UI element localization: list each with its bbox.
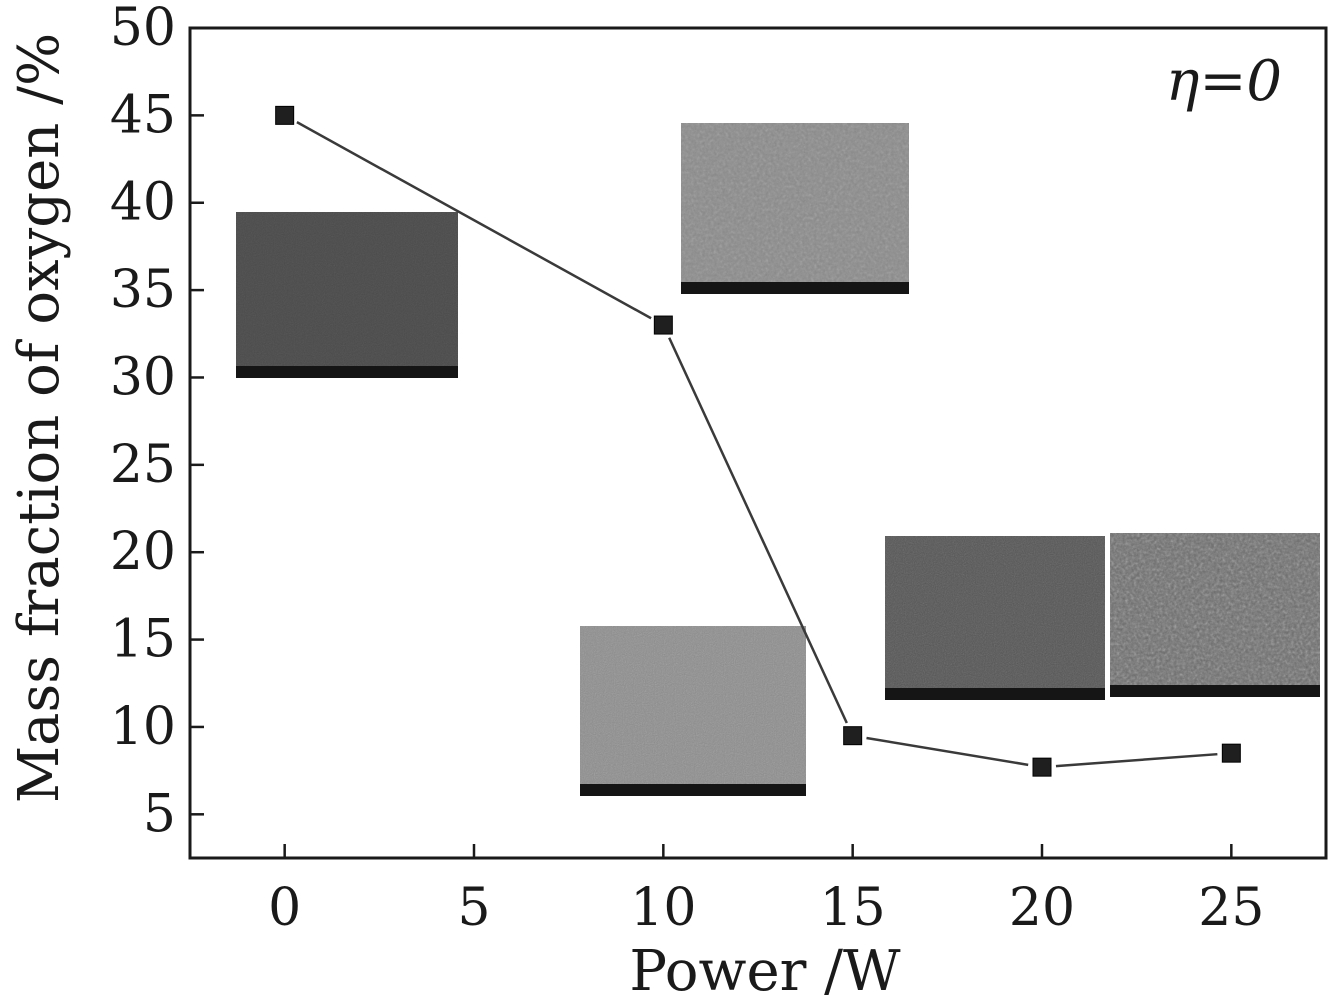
y-tick-label: 10 xyxy=(110,697,176,757)
series-line-segment xyxy=(866,736,1029,767)
y-axis: 5 10 15 20 25 30 35 40 45 50 xyxy=(110,0,204,844)
y-tick-label: 35 xyxy=(110,260,176,320)
y-tick-label: 25 xyxy=(110,435,176,495)
series-line-segment xyxy=(668,337,848,724)
y-tick-label: 20 xyxy=(110,522,176,582)
x-tick-label: 10 xyxy=(630,878,696,938)
data-point xyxy=(1221,743,1241,763)
data-point xyxy=(653,315,673,335)
y-tick-label: 45 xyxy=(110,85,176,145)
y-axis-title: Mass fraction of oxygen /% xyxy=(7,33,72,803)
x-tick-label: 5 xyxy=(457,878,490,938)
eta-annotation: η=0 xyxy=(1166,49,1282,114)
series-line-segment xyxy=(296,121,652,320)
data-point xyxy=(1032,757,1052,777)
x-axis: 0 5 10 15 20 25 xyxy=(268,844,1264,938)
y-tick-label: 15 xyxy=(110,610,176,670)
inset-sem-15w xyxy=(580,626,806,796)
x-tick-label: 20 xyxy=(1009,878,1075,938)
inset-sem-10w xyxy=(681,123,909,294)
x-tick-label: 15 xyxy=(820,878,886,938)
y-tick-label: 5 xyxy=(143,784,176,844)
data-point xyxy=(843,726,863,746)
x-axis-title: Power /W xyxy=(629,939,901,1000)
x-tick-label: 25 xyxy=(1198,878,1264,938)
y-tick-label: 30 xyxy=(110,347,176,407)
y-tick-label: 40 xyxy=(110,173,176,233)
data-point xyxy=(275,105,295,125)
inset-sem-0w xyxy=(236,212,458,378)
plot-frame xyxy=(188,26,1328,860)
y-tick-label: 50 xyxy=(110,0,176,58)
inset-sem-25w xyxy=(1110,533,1320,697)
x-tick-label: 0 xyxy=(268,878,301,938)
series-line-segment xyxy=(1055,752,1218,768)
series-layer xyxy=(275,105,1241,777)
inset-sem-20w xyxy=(885,536,1105,700)
